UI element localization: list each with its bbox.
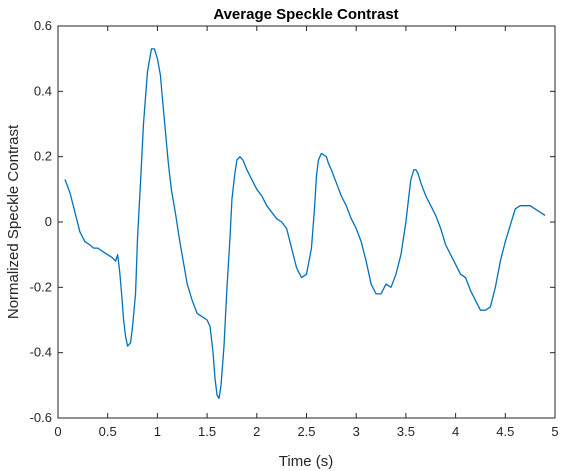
x-tick-label: 2 [253,424,260,439]
chart-title: Average Speckle Contrast [213,6,398,23]
x-axis-label: Time (s) [279,453,333,470]
x-tick-label: 2.5 [297,424,315,439]
series-line [64,48,546,400]
x-tick-label: 1.5 [198,424,216,439]
x-tick-label: 4.5 [496,424,514,439]
y-tick-label: -0.2 [30,279,52,294]
y-tick-label: 0.4 [34,83,52,98]
x-tick-label: 3 [353,424,360,439]
x-tick-label: 0 [54,424,61,439]
y-tick-label: 0.2 [34,149,52,164]
y-axis-label: Normalized Speckle Contrast [5,124,22,319]
y-tick-label: -0.6 [30,410,52,425]
y-tick-label: -0.4 [30,345,52,360]
x-axis-tick-labels: 0 0.5 1 1.5 2 2.5 3 3.5 4 4.5 5 [54,424,558,439]
y-tick-label: 0.6 [34,18,52,33]
x-tick-label: 1 [154,424,161,439]
x-tick-label: 0.5 [99,424,117,439]
x-axis-ticks [57,26,556,418]
x-tick-label: 4 [452,424,459,439]
y-axis-ticks [58,25,555,419]
y-tick-label: 0 [45,214,52,229]
x-tick-label: 3.5 [397,424,415,439]
x-tick-label: 5 [551,424,558,439]
plot-area [57,25,556,419]
y-axis-tick-labels: -0.6 -0.4 -0.2 0 0.2 0.4 0.6 [30,18,52,425]
